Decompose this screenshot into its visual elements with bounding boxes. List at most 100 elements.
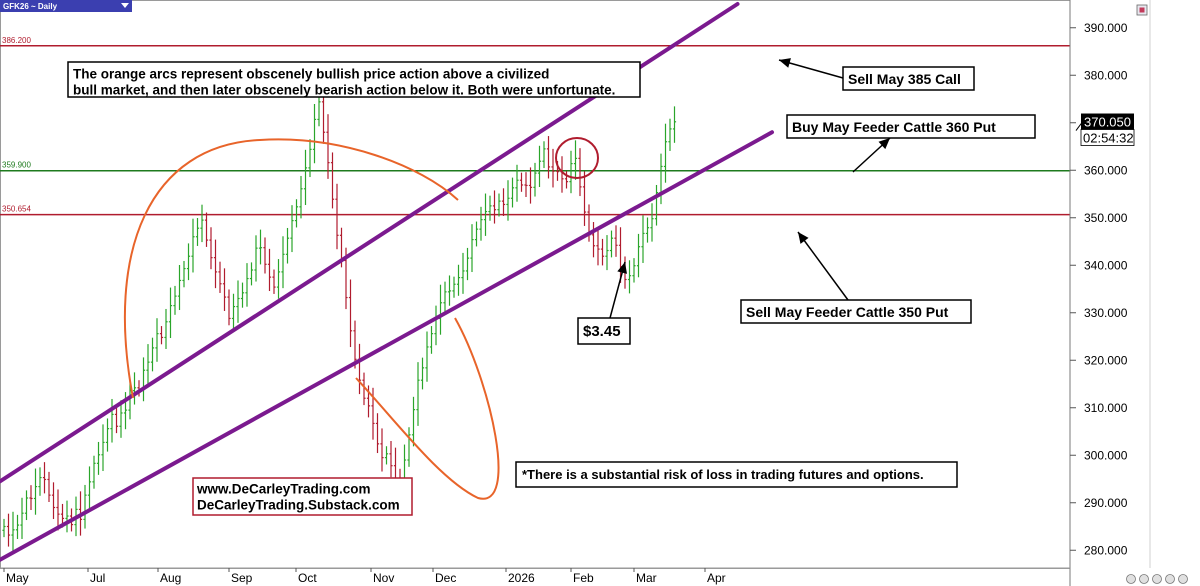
orange-arcs <box>123 138 500 500</box>
price-bar <box>510 177 515 208</box>
price-bar <box>182 260 186 288</box>
price-bar <box>6 513 11 547</box>
arrow-shaft <box>797 231 849 301</box>
x-axis: May Jul Aug Sep Oct Nov Dec 2026 Feb Mar Apr <box>0 567 1070 585</box>
level-label: 350.654 <box>2 205 31 214</box>
price-bar <box>551 148 555 188</box>
annotation-text: DeCarleyTrading.Substack.com <box>197 497 400 512</box>
price-bar <box>407 427 411 467</box>
price-bar <box>582 171 587 226</box>
price-bar <box>173 285 177 315</box>
price-bar <box>533 162 537 197</box>
price-bar <box>114 406 119 434</box>
arrow-sell-385-call <box>778 58 844 79</box>
price-bar <box>186 243 191 281</box>
x-tick-label: Apr <box>707 571 726 585</box>
price-bar <box>614 225 618 257</box>
price-bar <box>456 264 461 296</box>
price-bar <box>627 260 632 294</box>
price-bar <box>276 259 281 299</box>
price-bar <box>465 247 470 281</box>
price-bar <box>132 372 137 405</box>
x-tick-label: Feb <box>573 571 594 585</box>
annotation-sell-350-put: Sell May Feeder Cattle 350 Put <box>740 299 972 324</box>
y-tick-label: 390.000 <box>1084 21 1128 35</box>
window-button-dot-icon <box>1139 7 1145 13</box>
x-tick-label: 2026 <box>508 571 535 585</box>
price-bar <box>330 152 335 209</box>
annotation-frame <box>577 317 631 345</box>
price-bar <box>231 293 236 330</box>
price-bar <box>200 204 204 243</box>
y-tick-label: 330.000 <box>1084 306 1128 320</box>
price-bar <box>384 446 389 465</box>
price-bar <box>528 167 533 204</box>
arrow-head <box>798 232 809 244</box>
y-tick-label: 320.000 <box>1084 353 1128 367</box>
price-bar <box>164 308 168 349</box>
price-bar <box>501 188 506 216</box>
price-bar <box>240 282 245 308</box>
settings-icon <box>1178 574 1188 584</box>
last-price-pointer <box>1075 122 1083 131</box>
annotation-frame <box>842 66 975 91</box>
symbol-tab-bg <box>0 0 132 12</box>
price-bar <box>438 284 443 335</box>
price-bar <box>303 149 308 206</box>
x-tick-label: Nov <box>373 571 394 585</box>
price-bar <box>105 418 110 452</box>
x-tick-label: Sep <box>231 571 253 585</box>
price-bar <box>20 497 24 539</box>
y-axis: 280.000 290.000 300.000 310.000 320.000 330.0… <box>1069 0 1151 586</box>
price-bar <box>650 203 654 242</box>
last-price-label: 370.050 <box>1084 115 1131 130</box>
price-bar <box>227 289 231 326</box>
countdown-label: 02:54:32 <box>1083 131 1134 146</box>
bearish-arc <box>355 317 500 500</box>
annotation-orange-arcs: The orange arcs represent obscenely bull… <box>67 61 641 98</box>
price-bar <box>425 331 429 382</box>
arrow-head <box>617 262 627 274</box>
price-bar <box>357 343 362 395</box>
y-tick-label: 380.000 <box>1084 68 1128 82</box>
annotation-text: $3.45 <box>583 323 621 340</box>
price-bar <box>636 233 641 278</box>
annotation-text: Sell May 385 Call <box>848 71 961 87</box>
price-highlight-circle <box>555 137 599 179</box>
annotation-boxes: The orange arcs represent obscenely bull… <box>67 61 1036 516</box>
price-bar <box>663 123 668 183</box>
y-tick-label: 290.000 <box>1084 496 1128 510</box>
arrow-buy-360-put <box>852 137 891 173</box>
symbol-label: GFK26 ~ Daily <box>3 2 58 11</box>
y-tick-label: 300.000 <box>1084 448 1128 462</box>
price-bar <box>668 118 672 151</box>
price-bar <box>672 106 677 143</box>
price-bar <box>335 183 339 250</box>
chevron-down-icon <box>121 3 129 8</box>
scroll-right-icon <box>1165 574 1175 584</box>
price-bar <box>447 275 452 306</box>
channel-lower-line <box>0 130 774 562</box>
price-bar <box>56 489 60 531</box>
price-bar <box>218 261 222 293</box>
price-bar <box>2 518 6 538</box>
price-bar <box>519 172 524 192</box>
price-bar <box>321 89 326 144</box>
price-bar <box>560 156 564 193</box>
price-bar <box>195 217 200 246</box>
x-tick-label: Jul <box>90 571 105 585</box>
price-bar <box>47 471 51 502</box>
price-bar <box>515 164 519 202</box>
price-bar <box>537 145 542 187</box>
price-bar <box>272 269 276 294</box>
y-tick-label: 340.000 <box>1084 258 1128 272</box>
highlight-circle <box>555 137 599 179</box>
annotation-website: www.DeCarleyTrading.comDeCarleyTrading.S… <box>192 477 413 516</box>
price-bar <box>312 103 317 164</box>
scroll-left-icon <box>1152 574 1162 584</box>
price-bar <box>308 139 312 178</box>
price-bar <box>119 400 123 438</box>
arrow-premium <box>609 261 627 319</box>
arrow-head <box>779 58 791 68</box>
